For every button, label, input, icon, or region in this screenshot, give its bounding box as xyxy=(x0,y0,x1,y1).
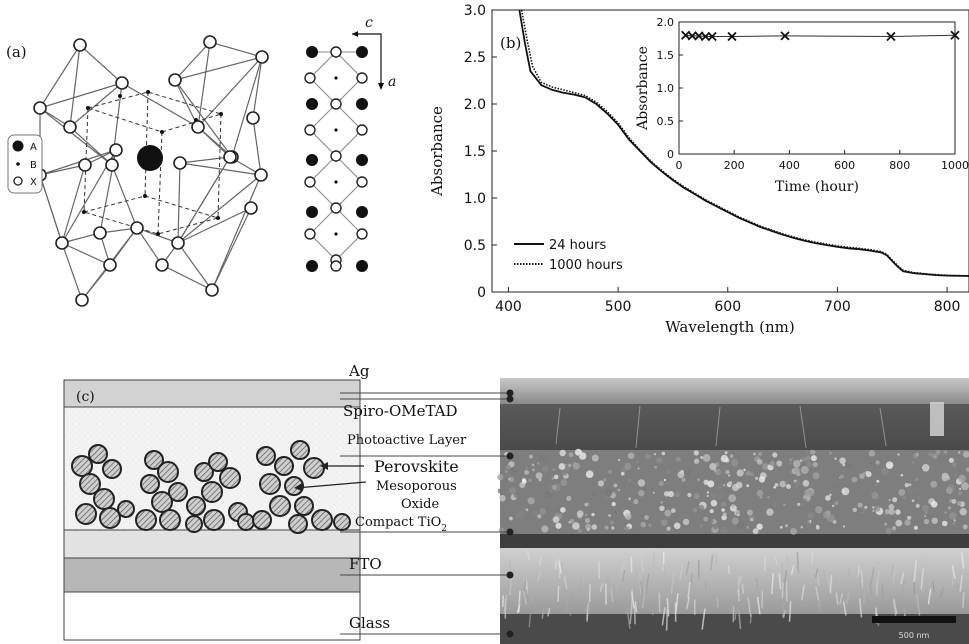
label-perovskite: Perovskite xyxy=(374,457,459,476)
inset-x-tick-label: 1000 xyxy=(941,159,969,172)
label-glass: Glass xyxy=(349,614,390,632)
x-axis-label: Wavelength (nm) xyxy=(665,318,794,336)
inset-x-axis: 0 200 400 600 800 1000 xyxy=(676,150,969,172)
mesoporous-particles xyxy=(71,440,351,534)
axis-a-label: a xyxy=(388,74,396,90)
label-oxide: Oxide xyxy=(401,497,439,512)
scale-bar xyxy=(872,616,956,623)
sem-cross-section: 500 nm xyxy=(497,378,969,644)
legend-x: X xyxy=(30,177,37,188)
y-axis: 0 0.5 1.0 1.5 2.0 2.5 3.0 xyxy=(464,3,497,301)
b-site-atoms xyxy=(82,90,223,236)
inset-x-tick-label: 600 xyxy=(834,159,855,172)
inset-points xyxy=(680,30,960,42)
x-tick-label: 500 xyxy=(605,299,632,315)
x-axis: 400 500 600 700 800 xyxy=(495,287,960,315)
y-tick-label: 2.0 xyxy=(464,97,486,113)
inset-point xyxy=(700,31,711,42)
fto-layer xyxy=(63,557,361,593)
inset-point xyxy=(950,30,960,40)
label-mesoporous: Mesoporous xyxy=(376,479,457,494)
inset-x-tick-label: 400 xyxy=(779,159,800,172)
panel-c-label: (c) xyxy=(76,389,95,405)
inset-point xyxy=(687,31,697,41)
inset-point xyxy=(727,31,737,42)
inset-point xyxy=(886,31,896,42)
y-tick-label: 0 xyxy=(477,285,486,301)
scale-bar-label: 500 nm xyxy=(899,631,930,640)
label-leader-lines xyxy=(340,392,510,635)
inset-chart: 0 0.5 1.0 1.5 2.0 0 200 400 600 800 1000 Time (ho… xyxy=(635,16,969,195)
x-tick-label: 800 xyxy=(934,299,961,315)
legend-label-24h: 24 hours xyxy=(549,238,606,253)
crystal-structure-panel: (a) xyxy=(6,15,396,307)
atom-legend: A B X xyxy=(7,134,43,194)
y-tick-label: 2.5 xyxy=(464,50,486,66)
y-tick-label: 0.5 xyxy=(464,238,486,254)
inset-y-tick-label: 0 xyxy=(667,148,674,161)
panel-a-label: (a) xyxy=(6,43,27,61)
x-site-atoms xyxy=(33,35,269,307)
legend-a: A xyxy=(30,142,37,153)
inset-y-tick-label: 1.0 xyxy=(657,82,675,95)
inset-x-tick-label: 200 xyxy=(724,159,745,172)
sem-markers xyxy=(506,389,514,638)
glass-layer xyxy=(63,591,361,641)
ag-layer xyxy=(63,379,361,408)
inset-frame xyxy=(678,21,956,155)
axis-c-label: c xyxy=(365,15,373,31)
y-axis-label: Absorbance xyxy=(428,106,446,197)
label-photoactive: Photoactive Layer xyxy=(347,433,467,448)
device-panel: (c) xyxy=(63,362,969,644)
inset-point xyxy=(707,31,717,42)
x-tick-label: 700 xyxy=(824,299,851,315)
label-ag: Ag xyxy=(348,362,370,380)
inset-y-axis: 0 0.5 1.0 1.5 2.0 xyxy=(657,16,683,161)
inset-y-axis-label: Absorbance xyxy=(635,46,651,131)
device-schematic: (c) xyxy=(63,379,367,641)
inset-x-tick-label: 0 xyxy=(676,159,683,172)
series-lines xyxy=(518,9,969,277)
series-line-1000h xyxy=(520,9,969,277)
panel-b-label: (b) xyxy=(500,34,521,52)
legend-label-1000h: 1000 hours xyxy=(549,258,623,273)
inset-y-tick-label: 2.0 xyxy=(657,16,675,29)
chart-legend: 24 hours 1000 hours xyxy=(514,238,623,273)
legend-b: B xyxy=(30,160,37,171)
lattice-bonds xyxy=(38,41,265,302)
inset-x-axis-label: Time (hour) xyxy=(775,179,859,195)
label-fto: FTO xyxy=(349,555,382,573)
y-tick-label: 3.0 xyxy=(464,3,486,19)
layer-labels: Ag Spiro-OMeTAD Photoactive Layer Perovs… xyxy=(343,362,467,632)
layered-column-view: c a xyxy=(304,15,396,272)
y-tick-label: 1.5 xyxy=(464,144,486,160)
y-tick-label: 1.0 xyxy=(464,191,486,207)
absorbance-chart: (b) 00.51.01.52.02.53.0 400 500 600 700 800 … xyxy=(428,3,969,336)
inset-point xyxy=(780,31,790,41)
x-tick-label: 600 xyxy=(714,299,741,315)
inset-x-tick-label: 800 xyxy=(889,159,910,172)
inset-y-tick-label: 1.5 xyxy=(657,49,675,62)
label-compact-tio2: Compact TiO2 xyxy=(355,515,447,534)
inset-y-tick-label: 0.5 xyxy=(657,115,675,128)
x-tick-label: 400 xyxy=(495,299,522,315)
label-spiro: Spiro-OMeTAD xyxy=(343,402,458,420)
a-site-atom xyxy=(137,145,163,171)
mesoporous-arrow xyxy=(295,481,367,489)
compact-tio2-layer xyxy=(63,529,361,559)
